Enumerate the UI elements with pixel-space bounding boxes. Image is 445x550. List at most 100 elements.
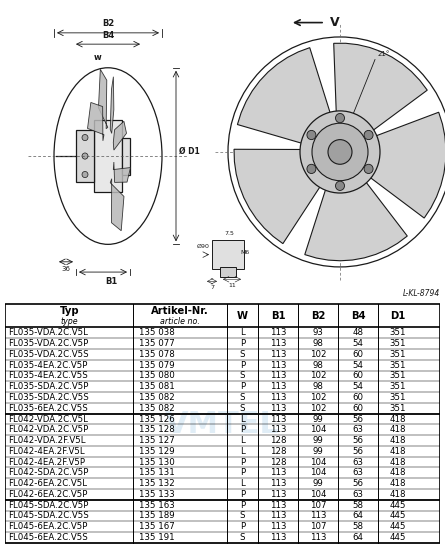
- Text: 56: 56: [352, 447, 364, 456]
- Text: w: w: [94, 53, 102, 62]
- Circle shape: [312, 123, 368, 181]
- Text: 58: 58: [352, 522, 364, 531]
- Text: 102: 102: [310, 404, 326, 412]
- Text: FL042-4EA.2F.V5L: FL042-4EA.2F.V5L: [8, 447, 85, 456]
- Text: FL045-SDA.2C.V5P: FL045-SDA.2C.V5P: [8, 500, 89, 510]
- Polygon shape: [110, 77, 114, 134]
- Text: 63: 63: [352, 425, 364, 435]
- Text: 113: 113: [270, 533, 286, 542]
- Text: 102: 102: [310, 350, 326, 359]
- Text: 418: 418: [390, 469, 406, 477]
- Text: 99: 99: [313, 436, 324, 445]
- Text: 128: 128: [270, 436, 286, 445]
- Text: 418: 418: [390, 425, 406, 435]
- Text: 351: 351: [390, 382, 406, 391]
- Text: 113: 113: [270, 328, 286, 337]
- Text: 113: 113: [270, 425, 286, 435]
- Text: 48: 48: [352, 328, 364, 337]
- Circle shape: [336, 181, 344, 190]
- Text: 21°: 21°: [378, 52, 390, 58]
- Polygon shape: [234, 149, 324, 244]
- Text: S: S: [240, 512, 245, 520]
- Text: 56: 56: [352, 436, 364, 445]
- Text: 113: 113: [270, 404, 286, 412]
- Text: 102: 102: [310, 371, 326, 381]
- Text: 445: 445: [390, 522, 406, 531]
- Text: 54: 54: [352, 382, 364, 391]
- Polygon shape: [88, 102, 104, 141]
- Text: L: L: [240, 447, 245, 456]
- Text: FL035-4EA.2C.V5P: FL035-4EA.2C.V5P: [8, 361, 88, 370]
- Text: B1: B1: [271, 311, 285, 321]
- Text: V: V: [330, 16, 340, 29]
- Text: FL042-6EA.2C.V5L: FL042-6EA.2C.V5L: [8, 479, 87, 488]
- Text: L: L: [240, 479, 245, 488]
- Text: 418: 418: [390, 490, 406, 499]
- Text: 351: 351: [390, 328, 406, 337]
- Text: 104: 104: [310, 490, 326, 499]
- Bar: [212, 240, 244, 269]
- Text: FL042-SDA.2C.V5P: FL042-SDA.2C.V5P: [8, 469, 89, 477]
- Text: FL042-VDA.2C.V5L: FL042-VDA.2C.V5L: [8, 415, 88, 424]
- Text: 113: 113: [270, 500, 286, 510]
- Text: 98: 98: [313, 361, 324, 370]
- Text: 60: 60: [352, 404, 364, 412]
- Text: P: P: [240, 490, 245, 499]
- Text: FL035-6EA.2C.V5S: FL035-6EA.2C.V5S: [8, 404, 88, 412]
- Text: S: S: [240, 371, 245, 381]
- Text: 113: 113: [270, 415, 286, 424]
- Text: 99: 99: [313, 447, 324, 456]
- Circle shape: [82, 172, 88, 178]
- Text: 351: 351: [390, 404, 406, 412]
- Text: P: P: [240, 361, 245, 370]
- Circle shape: [364, 130, 373, 140]
- Circle shape: [300, 111, 380, 193]
- Text: S: S: [240, 350, 245, 359]
- Text: L: L: [240, 436, 245, 445]
- Text: 11: 11: [228, 283, 236, 288]
- Text: B4: B4: [102, 31, 114, 40]
- Polygon shape: [334, 43, 427, 135]
- Text: 54: 54: [352, 339, 364, 348]
- Bar: [122, 138, 130, 174]
- Text: 60: 60: [352, 393, 364, 402]
- Text: 113: 113: [270, 339, 286, 348]
- Text: 418: 418: [390, 415, 406, 424]
- Text: 351: 351: [390, 361, 406, 370]
- Text: 135 038: 135 038: [139, 328, 174, 337]
- Text: Ø90: Ø90: [197, 244, 210, 249]
- Text: FL045-SDA.2C.V5S: FL045-SDA.2C.V5S: [8, 512, 89, 520]
- Text: 64: 64: [352, 533, 364, 542]
- Text: 99: 99: [313, 415, 324, 424]
- Text: 418: 418: [390, 479, 406, 488]
- Text: 135 129: 135 129: [139, 447, 174, 456]
- Text: 113: 113: [270, 469, 286, 477]
- Text: B4: B4: [351, 311, 365, 321]
- Text: 63: 63: [352, 490, 364, 499]
- Polygon shape: [110, 179, 124, 231]
- Text: L: L: [240, 415, 245, 424]
- Text: FL042-VDA.2C.V5P: FL042-VDA.2C.V5P: [8, 425, 89, 435]
- Text: 113: 113: [270, 490, 286, 499]
- Text: 351: 351: [390, 350, 406, 359]
- Circle shape: [82, 153, 88, 159]
- Text: 445: 445: [390, 500, 406, 510]
- Text: 7: 7: [210, 285, 214, 290]
- Text: 7.5: 7.5: [224, 231, 234, 236]
- Text: 128: 128: [270, 447, 286, 456]
- Text: 104: 104: [310, 425, 326, 435]
- Text: P: P: [240, 458, 245, 466]
- Circle shape: [82, 135, 88, 141]
- Text: 418: 418: [390, 458, 406, 466]
- Text: 113: 113: [270, 522, 286, 531]
- Text: P: P: [240, 522, 245, 531]
- Text: FL042-4EA.2F.V5P: FL042-4EA.2F.V5P: [8, 458, 85, 466]
- Text: 98: 98: [313, 339, 324, 348]
- Text: 135 077: 135 077: [139, 339, 174, 348]
- Polygon shape: [98, 69, 108, 129]
- Text: 113: 113: [270, 382, 286, 391]
- Text: FL035-VDA.2C.V5P: FL035-VDA.2C.V5P: [8, 339, 89, 348]
- Text: 135 126: 135 126: [139, 415, 174, 424]
- Text: 135 082: 135 082: [139, 393, 174, 402]
- Text: 60: 60: [352, 350, 364, 359]
